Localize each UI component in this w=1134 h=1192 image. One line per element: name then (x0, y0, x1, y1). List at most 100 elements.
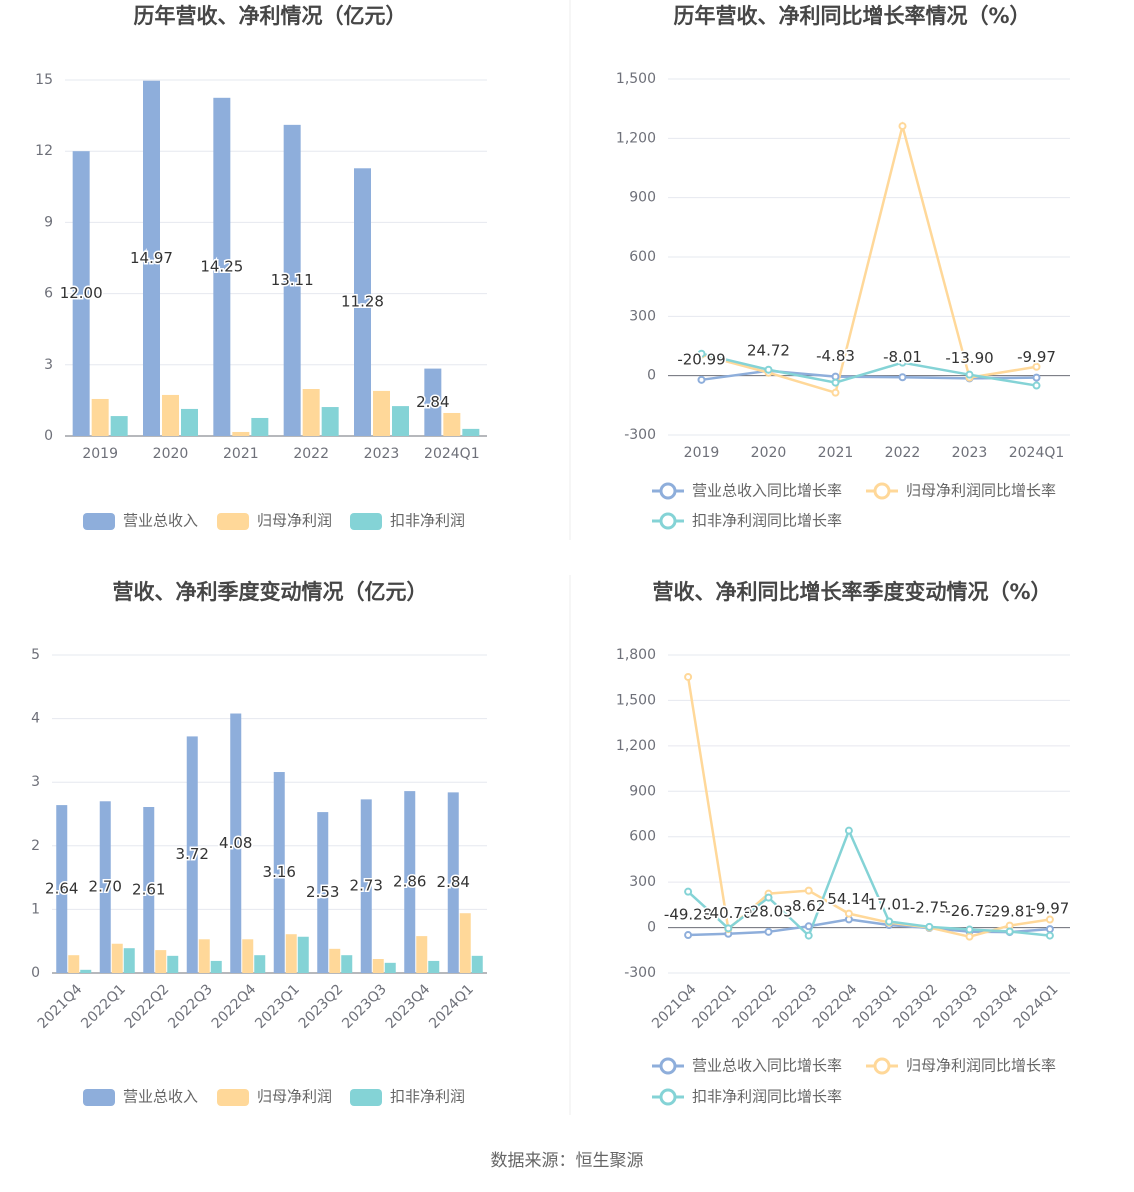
line (687, 827, 1051, 938)
value-label: -13.90 (945, 349, 993, 367)
y-tick-label: 15 (35, 72, 53, 88)
x-tick-label: 2022Q2 (122, 981, 173, 1032)
value-label: 2.64 (45, 880, 78, 898)
value-label: 2.86 (393, 873, 426, 891)
point (764, 893, 773, 902)
bar (341, 955, 353, 973)
value-label: -4.83 (816, 347, 855, 365)
value-label: 14.25 (200, 257, 243, 275)
bar (297, 936, 309, 973)
y-tick-label: 1 (31, 901, 40, 917)
value-label: 2.84 (437, 873, 470, 891)
bar (143, 807, 155, 973)
point (764, 365, 773, 374)
point (804, 886, 813, 895)
bar (416, 936, 428, 973)
bar (392, 406, 409, 436)
bar (459, 913, 471, 973)
legend-swatch (83, 513, 115, 530)
legend-label: 扣非净利润同比增长率 (692, 512, 842, 530)
legend-label: 归母净利润 (257, 1088, 332, 1106)
y-tick-label: 5 (31, 647, 40, 663)
value-label: 2.70 (89, 878, 122, 896)
point (1005, 927, 1014, 936)
y-tick-label: 1,500 (616, 71, 656, 87)
x-tick-label: 2022Q4 (209, 981, 260, 1032)
legend-label: 扣非净利润 (390, 1088, 465, 1106)
point (965, 932, 974, 941)
value-label: 24.72 (747, 341, 790, 359)
y-tick-label: 600 (629, 829, 656, 845)
bar (167, 955, 179, 973)
bar (424, 368, 442, 436)
point (898, 373, 907, 382)
point (684, 672, 693, 681)
bar (360, 799, 372, 973)
x-tick-label: 2022Q1 (78, 981, 129, 1032)
point (965, 925, 974, 934)
legend-label: 营业总收入同比增长率 (692, 482, 842, 500)
legend-swatch (659, 1088, 677, 1106)
bar (273, 772, 285, 973)
point (1045, 931, 1054, 940)
value-label: 3.72 (176, 845, 209, 863)
point (1032, 373, 1041, 382)
value-label: -2.75 (910, 898, 949, 916)
y-tick-label: 1,200 (616, 130, 656, 146)
bar (91, 398, 109, 436)
point (898, 122, 907, 131)
y-tick-label: 900 (629, 190, 656, 206)
bar (443, 412, 461, 436)
x-tick-label: 2019 (82, 446, 118, 462)
value-label: -26.72 (945, 902, 993, 920)
legend-label: 归母净利润 (257, 512, 332, 530)
x-tick-label: 2024Q1 (1011, 981, 1062, 1032)
legend-label: 扣非净利润 (390, 512, 465, 530)
y-tick-label: 300 (629, 874, 656, 890)
x-tick-label: 2021 (223, 446, 259, 462)
point (1045, 925, 1054, 934)
x-tick-label: 2023Q3 (339, 981, 390, 1032)
bar (162, 394, 179, 436)
y-tick-label: 3 (31, 774, 40, 790)
x-tick-label: 2022 (293, 446, 329, 462)
x-tick-label: 2023 (364, 446, 400, 462)
bar (111, 943, 123, 973)
point (885, 917, 894, 926)
y-tick-label: 3 (44, 357, 53, 373)
legend-swatch (350, 513, 382, 530)
legend-swatch (83, 1089, 115, 1106)
y-tick-label: 9 (44, 214, 53, 230)
y-tick-label: -300 (624, 427, 656, 443)
y-tick-label: 6 (44, 286, 53, 302)
bar (447, 792, 459, 973)
y-tick-label: -300 (624, 965, 656, 981)
point (844, 826, 853, 835)
x-tick-label: 2023 (952, 445, 988, 461)
point (697, 375, 706, 384)
value-label: 2.53 (306, 883, 339, 901)
point (831, 388, 840, 397)
legend-swatch (217, 513, 249, 530)
y-tick-label: 0 (647, 920, 656, 936)
legend-label: 归母净利润同比增长率 (906, 482, 1056, 500)
bar (143, 80, 160, 436)
y-tick-label: 1,800 (616, 647, 656, 663)
bar (210, 960, 222, 973)
bar (181, 408, 198, 436)
y-tick-label: 300 (629, 308, 656, 324)
bar (56, 805, 68, 973)
bar (213, 97, 231, 437)
legend-label: 扣非净利润同比增长率 (692, 1088, 842, 1106)
x-tick-label: 2020 (153, 446, 189, 462)
chart-title: 营收、净利季度变动情况（亿元） (113, 580, 428, 604)
y-tick-label: 0 (31, 965, 40, 981)
line (701, 352, 1037, 387)
bar (110, 416, 128, 436)
bar (404, 791, 416, 973)
point (965, 370, 974, 379)
point (697, 349, 706, 358)
legend-swatch (873, 482, 891, 500)
value-label: 17.01 (868, 895, 911, 913)
